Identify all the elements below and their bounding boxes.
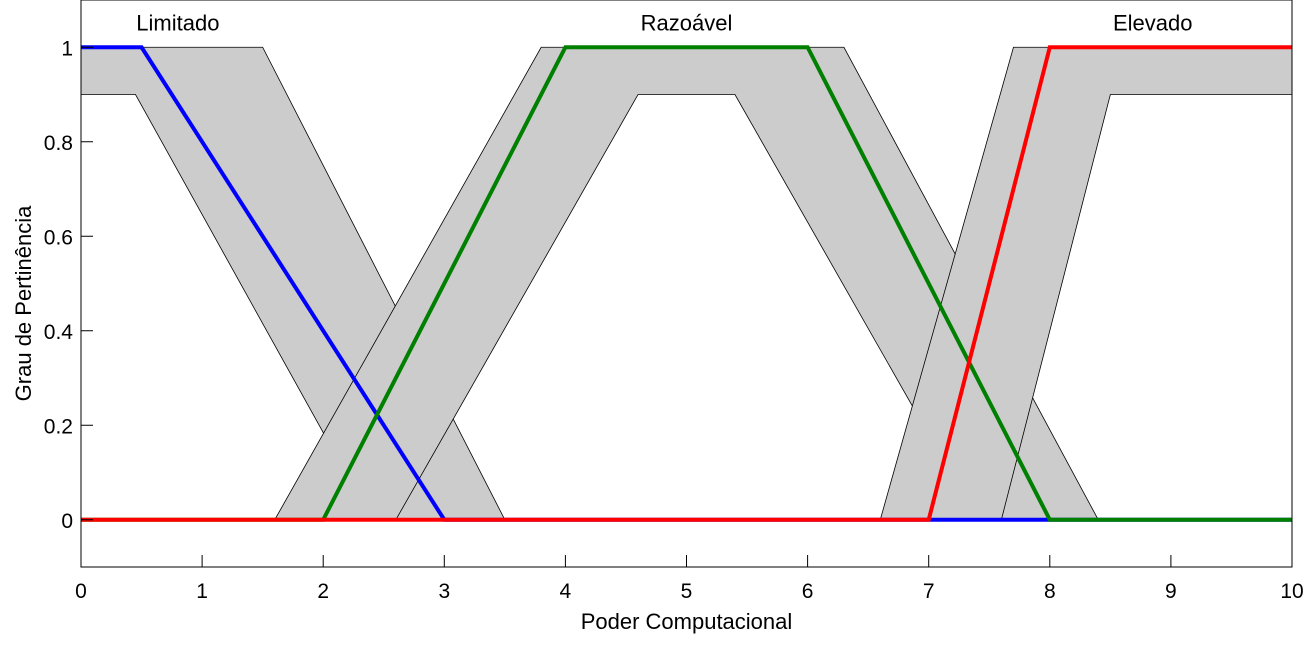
x-tick-label-10: 10 [1280, 580, 1303, 603]
x-tick-label-7: 7 [923, 580, 935, 603]
primary-membership-lines-layer [81, 45, 1292, 522]
y-tick-label-2: 0.4 [44, 321, 74, 344]
x-tick-label-1: 1 [196, 580, 208, 603]
primary-line-2 [81, 45, 1292, 522]
x-tick-label-6: 6 [802, 580, 814, 603]
set-label-1: Razoável [641, 11, 733, 36]
set-labels-layer: Limitado Razoável Elevado [136, 11, 1192, 36]
y-tick-label-1: 0.2 [44, 415, 73, 438]
y-tick-label-3: 0.6 [44, 226, 73, 249]
x-tick-label-4: 4 [560, 580, 572, 603]
footprint-of-uncertainty-layer [80, 46, 1293, 521]
set-label-2: Elevado [1113, 11, 1193, 36]
fou-band-0 [80, 46, 1292, 521]
y-tick-label-0: 0 [61, 510, 73, 533]
x-tick-label-8: 8 [1044, 580, 1056, 603]
set-label-0: Limitado [136, 11, 219, 36]
y-tick-label-5: 1 [61, 37, 73, 60]
x-tick-label-9: 9 [1165, 580, 1177, 603]
ticks-layer: 0 1 2 3 4 5 6 7 8 9 10 0 0.2 0.4 0.6 0.8 1 [44, 37, 1304, 603]
y-axis-title: Grau de Pertinência [11, 205, 36, 401]
x-tick-label-2: 2 [317, 580, 329, 603]
x-axis-title: Poder Computacional [581, 609, 793, 634]
y-tick-label-4: 0.8 [44, 132, 73, 155]
x-tick-label-5: 5 [681, 580, 693, 603]
x-tick-label-3: 3 [438, 580, 450, 603]
x-tick-label-0: 0 [75, 580, 87, 603]
